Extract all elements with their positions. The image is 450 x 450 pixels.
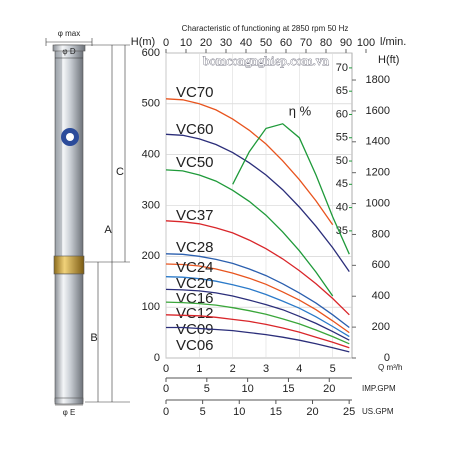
y3-tick-label: 40: [336, 202, 348, 214]
y3-tick-label: 70: [336, 62, 348, 74]
x4-tick-label: 25: [343, 406, 355, 418]
x3-tick-label: 0: [163, 383, 169, 395]
curve: [165, 253, 350, 329]
dim-label: φ max: [58, 29, 81, 38]
curve: [166, 326, 350, 353]
y3-tick-label: 45: [336, 178, 348, 190]
x-axis-title: Q m³/h: [378, 363, 402, 372]
curve: [165, 288, 350, 341]
x4-tick-label: 10: [233, 406, 245, 418]
y-tick-label: 500: [142, 98, 160, 110]
dim-label: A: [104, 224, 112, 236]
curve: [165, 276, 350, 338]
chart-title: Characteristic of functioning at 2850 rp…: [182, 24, 349, 33]
y2-tick-label: 1800: [366, 74, 390, 86]
y-tick-label: 600: [142, 47, 160, 59]
y-tick-label: 300: [142, 199, 160, 211]
y2-tick-label: 200: [372, 321, 390, 333]
y3-tick-label: 65: [336, 85, 348, 97]
x-tick-label: 1: [196, 363, 202, 375]
x2-tick-label: 10: [180, 37, 192, 49]
series-label: VC37: [176, 207, 214, 224]
series-label: VC50: [176, 154, 214, 171]
x2-tick-label: 60: [280, 37, 292, 49]
y3-tick-label: 50: [336, 155, 348, 167]
pump-drawing: φ max φ D C A B φ E: [45, 29, 130, 417]
series-label: VC28: [176, 239, 214, 256]
x2-tick-label: 80: [320, 37, 332, 49]
y2-tick-label: 400: [372, 290, 390, 302]
series-label: VC09: [176, 321, 214, 338]
x3-tick-label: 15: [282, 383, 294, 395]
x-tick-label: 0: [163, 363, 169, 375]
x3-tick-label: 20: [323, 383, 335, 395]
y2-tick-label: 0: [384, 352, 390, 364]
curve: [165, 263, 350, 334]
x2-tick-label: 50: [260, 37, 272, 49]
curve: [165, 301, 350, 345]
x2-tick-label: 0: [163, 37, 169, 49]
y-tick-label: 200: [142, 250, 160, 262]
x3-axis-title: IMP.GPM: [362, 384, 396, 393]
dim-label: C: [116, 166, 124, 178]
x3-tick-label: 10: [242, 383, 254, 395]
series-label: VC70: [176, 84, 214, 101]
x2-tick-label: 20: [200, 37, 212, 49]
x-tick-label: 5: [330, 363, 336, 375]
dim-label: φ D: [62, 47, 75, 56]
x4-tick-label: 20: [306, 406, 318, 418]
y-tick-label: 0: [154, 352, 160, 364]
y2-tick-label: 1600: [366, 105, 390, 117]
y-axis-title: H(m): [131, 36, 155, 48]
series-label: VC06: [176, 337, 214, 354]
x2-tick-label: 40: [240, 37, 252, 49]
x2-axis-title: l/min.: [380, 36, 406, 48]
y-tick-label: 400: [142, 149, 160, 161]
x2-tick-label: 90: [340, 37, 352, 49]
curve: [165, 169, 334, 297]
y2-tick-label: 1400: [366, 136, 390, 148]
x-tick-label: 3: [263, 363, 269, 375]
watermark: bomcongnghiep.com.vn: [203, 53, 329, 68]
y2-axis-title: H(ft): [378, 54, 399, 66]
y3-tick-label: 60: [336, 108, 348, 120]
x4-tick-label: 5: [200, 406, 206, 418]
y2-tick-label: 800: [372, 228, 390, 240]
x4-tick-label: 0: [163, 406, 169, 418]
series-label: η %: [289, 103, 312, 118]
x-tick-label: 2: [230, 363, 236, 375]
y3-tick-label: 55: [336, 132, 348, 144]
curve: [165, 314, 350, 349]
x4-axis-title: US.GPM: [362, 407, 394, 416]
dim-label: B: [90, 332, 97, 344]
series-label: VC24: [176, 259, 214, 276]
y-tick-label: 100: [142, 301, 160, 313]
curve: [165, 133, 350, 272]
efficiency-line: [232, 123, 350, 255]
curve: [165, 220, 350, 316]
y3-tick-label: 35: [336, 225, 348, 237]
series-label: VC60: [176, 121, 214, 138]
x2-tick-label: 70: [300, 37, 312, 49]
y2-tick-label: 1000: [366, 197, 390, 209]
chart: Characteristic of functioning at 2850 rp…: [131, 24, 407, 418]
x4-tick-label: 15: [270, 406, 282, 418]
curve: [165, 98, 334, 226]
dim-label: φ E: [63, 408, 76, 417]
y2-tick-label: 600: [372, 259, 390, 271]
x2-tick-label: 30: [220, 37, 232, 49]
x3-tick-label: 5: [204, 383, 210, 395]
series-label: VC20: [176, 275, 214, 292]
x-tick-label: 4: [296, 363, 302, 375]
series-label: VC12: [176, 305, 214, 322]
x2-tick-label: 100: [357, 37, 375, 49]
y2-tick-label: 1200: [366, 167, 390, 179]
